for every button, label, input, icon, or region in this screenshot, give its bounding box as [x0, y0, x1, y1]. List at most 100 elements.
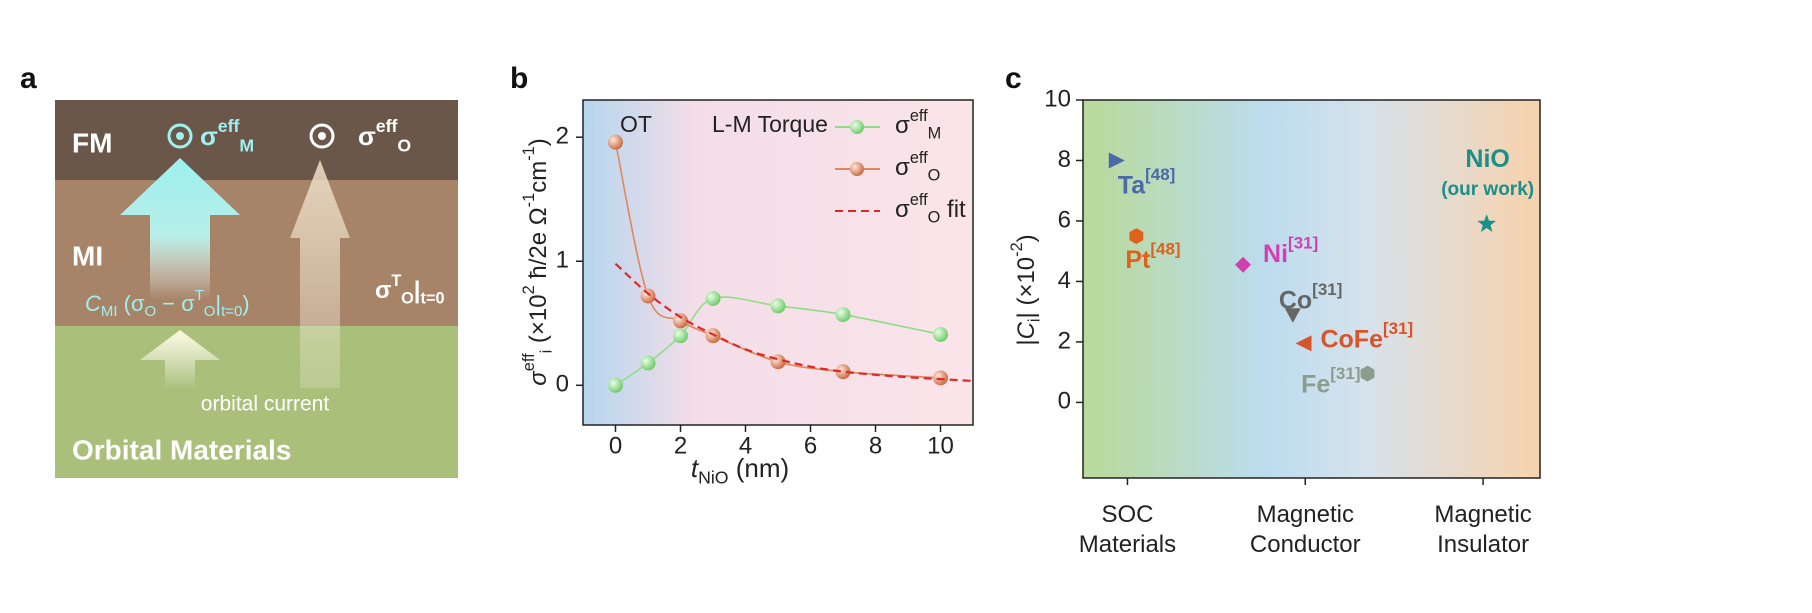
- legend-marker: [850, 120, 864, 134]
- x-tick-label: 10: [927, 432, 954, 459]
- text-segment: ħ/2e Ω: [525, 207, 552, 285]
- text-segment: -2: [1008, 242, 1026, 257]
- text-segment: (×10: [525, 294, 552, 349]
- text-segment: |: [215, 291, 221, 316]
- x-axis-label: tNiO (nm): [691, 453, 789, 487]
- panel-a: [55, 100, 458, 478]
- text-segment: MI: [101, 303, 118, 320]
- data-point: [673, 313, 688, 329]
- text-segment: σ: [358, 121, 376, 151]
- x-tick-label: 2: [674, 432, 687, 459]
- text-segment: eff: [520, 353, 538, 371]
- text-segment: O: [928, 209, 941, 227]
- text-segment: O: [397, 135, 411, 155]
- x-tick-label: Magnetic Insulator: [1434, 501, 1531, 558]
- data-point: [1108, 152, 1125, 169]
- text-segment: -1: [520, 146, 538, 161]
- data-point: [1477, 214, 1497, 232]
- fm-layer: [55, 100, 458, 180]
- data-point: [640, 355, 656, 371]
- text-segment: σ: [525, 370, 552, 386]
- x-tick-label: 0: [609, 432, 622, 459]
- text-segment: C: [1013, 321, 1040, 339]
- data-point: [933, 326, 948, 342]
- text-segment: [48]: [1150, 240, 1180, 259]
- text-segment: T: [195, 287, 204, 304]
- text-segment: [31]: [1288, 234, 1318, 253]
- x-tick-label: SOC Materials: [1079, 501, 1176, 558]
- data-point: [770, 298, 786, 314]
- text-segment: Ta: [1118, 171, 1146, 199]
- legend-marker: [850, 162, 864, 176]
- data-point: [835, 307, 851, 323]
- point-sublabel: (our work): [1441, 179, 1534, 200]
- arrow: [140, 330, 220, 390]
- point-label: Co[31]: [1279, 281, 1343, 315]
- text-segment: Insulator: [1437, 531, 1529, 558]
- layer-label: Orbital Materials: [72, 434, 291, 465]
- text-segment: C: [85, 291, 101, 316]
- orbital-layer: [55, 326, 458, 478]
- y-tick-label: 6: [1058, 206, 1071, 233]
- text-segment: [31]: [1330, 365, 1360, 384]
- text-segment: (σ: [118, 291, 145, 316]
- text-segment: ): [242, 291, 249, 316]
- text-segment: eff: [218, 116, 240, 136]
- text-segment: ): [525, 138, 552, 146]
- text-segment: σ: [895, 112, 910, 139]
- conversion-label: CMI (σO − σTO|t=0): [85, 287, 250, 320]
- text-segment: M: [928, 125, 942, 143]
- data-point: [705, 328, 721, 344]
- current-label: orbital current: [201, 393, 330, 416]
- text-segment: SOC: [1101, 501, 1153, 528]
- text-segment: Magnetic: [1434, 501, 1531, 528]
- layer-label: FM: [72, 127, 112, 158]
- text-segment: CoFe: [1320, 325, 1383, 353]
- y-tick-label: 0: [556, 371, 569, 398]
- text-segment: T: [391, 272, 401, 290]
- text-segment: ): [1013, 234, 1040, 242]
- plot-background: [583, 100, 973, 425]
- text-segment: M: [239, 135, 254, 155]
- text-segment: cm: [525, 161, 552, 193]
- legend-label: σeffO: [895, 149, 940, 185]
- sigma-label: σeffO: [358, 116, 411, 155]
- text-segment: Co: [1279, 286, 1312, 314]
- text-segment: (nm): [729, 453, 790, 483]
- text-segment: fit: [940, 196, 966, 223]
- data-point: [640, 288, 656, 304]
- point-label: NiO: [1465, 145, 1509, 173]
- text-segment: i: [538, 350, 556, 354]
- y-tick-label: 4: [1058, 267, 1071, 294]
- text-segment: σ: [375, 277, 391, 304]
- text-segment: -1: [520, 193, 538, 208]
- legend-label: σeffM: [895, 107, 941, 143]
- annotation: OT: [620, 111, 652, 137]
- text-segment: Conductor: [1250, 531, 1361, 558]
- text-segment: σ: [200, 121, 218, 151]
- arrow: [120, 158, 240, 300]
- text-segment: NiO: [1465, 145, 1509, 173]
- y-tick-label: 2: [556, 123, 569, 150]
- text-segment: Magnetic: [1257, 501, 1354, 528]
- x-tick-label: Magnetic Conductor: [1250, 501, 1361, 558]
- text-segment: Materials: [1079, 531, 1176, 558]
- sigma-label: σeffM: [200, 116, 254, 155]
- text-segment: σ: [895, 154, 910, 181]
- text-segment: O: [204, 303, 216, 320]
- y-tick-label: 0: [1058, 388, 1071, 415]
- y-axis-label: σeffi (×102 ħ/2e Ω-1cm-1): [520, 138, 556, 385]
- out-of-plane-icon: [309, 123, 335, 149]
- text-segment: t: [691, 453, 700, 483]
- data-point: [608, 377, 623, 393]
- data-point: [608, 134, 623, 150]
- data-point: [705, 290, 721, 306]
- y-tick-label: 2: [1058, 327, 1071, 354]
- text-segment: 2: [520, 285, 538, 294]
- data-point: [835, 364, 851, 380]
- text-segment: eff: [910, 107, 928, 125]
- data-point: [933, 370, 948, 386]
- point-label: Ni[31]: [1263, 234, 1318, 268]
- text-segment: |: [1013, 339, 1040, 345]
